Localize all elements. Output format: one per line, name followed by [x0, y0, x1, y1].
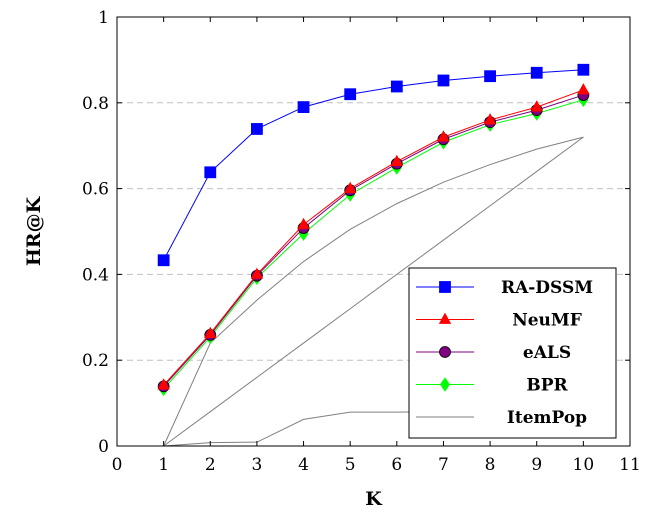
neumf-point: [577, 83, 590, 95]
axis-ticks: 0 1 2 3 4 5 6 7 8 9 10 11 0 0.2 0.4 0.6 0.8 1: [82, 8, 641, 475]
neumf-line: [163, 89, 584, 386]
x-tick-label: 2: [205, 455, 216, 475]
eals-line: [163, 94, 584, 387]
neumf-point: [297, 217, 310, 230]
y-tick-label: 0: [98, 437, 109, 457]
y-tick-label: 0.2: [82, 351, 109, 371]
y-tick-label: 0.8: [82, 94, 109, 114]
y-axis-label: HR@K: [23, 195, 45, 266]
x-tick-label: 10: [573, 455, 595, 475]
legend-item-ra-dssm: RA-DSSM: [416, 278, 593, 298]
x-tick-label: 7: [438, 455, 449, 475]
y-tick-label: 0.6: [82, 180, 109, 200]
series-ra-dssm: [157, 63, 590, 267]
ra-dssm-point: [344, 88, 357, 101]
x-tick-label: 1: [158, 455, 169, 475]
legend-item-eals: eALS: [416, 343, 571, 363]
neumf-point: [437, 130, 450, 142]
neumf-point: [157, 378, 170, 390]
neumf-point: [250, 267, 264, 279]
ra-dssm-point: [530, 66, 543, 79]
ra-dssm-point: [204, 166, 217, 179]
ra-dssm-point: [577, 63, 590, 76]
x-tick-label: 9: [531, 455, 542, 475]
legend-label: ItemPop: [507, 408, 587, 428]
gray-reference-line: [163, 136, 584, 447]
x-tick-label: 0: [112, 455, 123, 475]
gray-reference-line: [163, 136, 584, 447]
legend-label: RA-DSSM: [501, 278, 593, 298]
x-tick-label: 11: [619, 455, 641, 475]
x-tick-label: 4: [298, 455, 309, 475]
legend-swatch-marker: [440, 377, 450, 392]
legend-label: eALS: [523, 343, 571, 363]
x-tick-label: 5: [345, 455, 356, 475]
legend-swatch-marker: [439, 346, 451, 358]
series-neumf: [157, 83, 590, 390]
y-tick-label: 0.4: [82, 265, 109, 285]
neumf-point: [344, 181, 357, 194]
ra-dssm-point: [157, 254, 170, 267]
x-axis-label: K: [365, 488, 383, 510]
ra-dssm-point: [484, 70, 496, 83]
ra-dssm-line: [163, 69, 584, 261]
x-tick-label: 3: [251, 455, 262, 475]
legend-swatch-marker: [438, 312, 452, 324]
x-tick-label: 8: [485, 455, 496, 475]
neumf-point: [530, 100, 543, 112]
series-layer: [157, 63, 590, 447]
neumf-point: [204, 326, 217, 339]
legend-item-neumf: NeuMF: [416, 311, 582, 331]
ra-dssm-point: [437, 74, 450, 87]
ra-dssm-point: [297, 101, 310, 113]
neumf-point: [483, 113, 497, 125]
legend-label: BPR: [526, 376, 568, 396]
neumf-point: [390, 154, 403, 166]
legend-swatch-marker: [439, 281, 451, 293]
legend-label: NeuMF: [512, 311, 582, 331]
ra-dssm-point: [251, 123, 263, 135]
bpr-line: [163, 99, 584, 390]
legend-item-itempop: ItemPop: [416, 408, 587, 428]
legend: RA-DSSM NeuMF eALS BPR ItemPop: [408, 267, 617, 439]
ra-dssm-point: [390, 80, 403, 93]
plot-frame: [116, 16, 631, 447]
x-tick-label: 6: [391, 455, 402, 475]
y-tick-label: 1: [98, 8, 109, 28]
legend-item-bpr: BPR: [416, 376, 569, 396]
